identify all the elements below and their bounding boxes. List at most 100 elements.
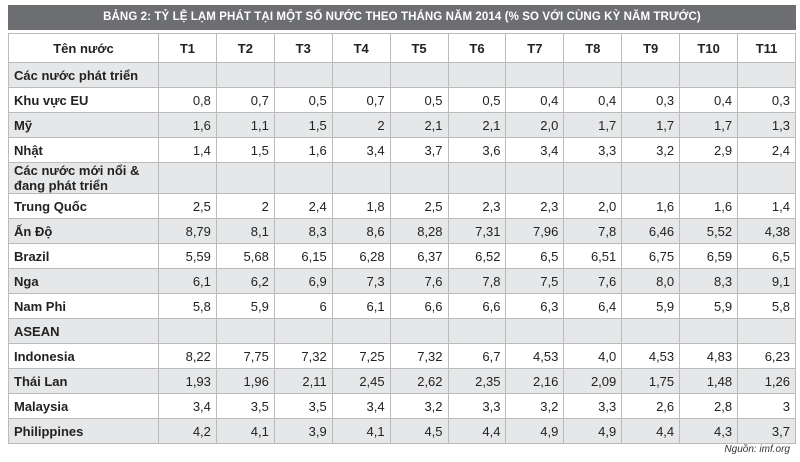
value-cell: 8,22 <box>158 343 217 369</box>
value-cell: 3,7 <box>389 137 449 163</box>
value-cell: 9,1 <box>737 268 796 294</box>
value-cell: 3,4 <box>331 393 391 419</box>
value-cell: 2,8 <box>679 393 739 419</box>
value-cell: 4,5 <box>389 418 449 444</box>
value-cell: 7,32 <box>389 343 449 369</box>
value-cell: 5,9 <box>621 293 681 319</box>
value-cell: 4,1 <box>331 418 391 444</box>
value-cell: 6,59 <box>679 243 739 269</box>
column-header: T5 <box>389 33 449 63</box>
value-cell: 7,3 <box>331 268 391 294</box>
value-cell: 3,2 <box>621 137 681 163</box>
value-cell: 3,5 <box>215 393 275 419</box>
value-cell: 6,5 <box>505 243 565 269</box>
value-cell: 5,8 <box>737 293 796 319</box>
section-label: Các nước phát triển <box>8 62 159 88</box>
country-name: Nhật <box>8 137 159 163</box>
value-cell: 6,1 <box>331 293 391 319</box>
empty-cell <box>331 162 391 194</box>
value-cell: 2,1 <box>447 112 507 138</box>
value-cell: 4,9 <box>563 418 623 444</box>
value-cell: 1,6 <box>679 193 739 219</box>
country-name: Indonesia <box>8 343 159 369</box>
country-name: Philippines <box>8 418 159 444</box>
empty-cell <box>679 318 739 344</box>
value-cell: 2,16 <box>505 368 565 394</box>
value-cell: 1,75 <box>621 368 681 394</box>
value-cell: 5,9 <box>679 293 739 319</box>
value-cell: 3,5 <box>273 393 333 419</box>
data-row: Brazil 5,59 5,68 6,15 6,28 6,37 6,52 6,5 6,51 6,7… <box>8 243 796 269</box>
empty-cell <box>621 62 681 88</box>
value-cell: 2,3 <box>447 193 507 219</box>
empty-cell <box>215 162 275 194</box>
column-header: T9 <box>621 33 681 63</box>
value-cell: 6,5 <box>737 243 796 269</box>
value-cell: 2,4 <box>273 193 333 219</box>
value-cell: 4,9 <box>505 418 565 444</box>
data-row: Trung Quốc 2,5 2 2,4 1,8 2,5 2,3 2,3 2,0 1,6 1,6 1,… <box>8 193 796 219</box>
country-name: Khu vực EU <box>8 87 159 113</box>
empty-cell <box>679 162 739 194</box>
column-header: T2 <box>215 33 275 63</box>
value-cell: 2 <box>215 193 275 219</box>
empty-cell <box>389 62 449 88</box>
value-cell: 7,75 <box>215 343 275 369</box>
value-cell: 0,4 <box>563 87 623 113</box>
empty-cell <box>389 162 449 194</box>
value-cell: 4,4 <box>447 418 507 444</box>
value-cell: 2 <box>331 112 391 138</box>
value-cell: 3,6 <box>447 137 507 163</box>
empty-cell <box>158 162 217 194</box>
column-header: Tên nước <box>8 33 159 63</box>
empty-cell <box>389 318 449 344</box>
country-name: Thái Lan <box>8 368 159 394</box>
value-cell: 8,3 <box>679 268 739 294</box>
data-row: Ấn Độ 8,79 8,1 8,3 8,6 8,28 7,31 7,96 7,8 6,46 5,5… <box>8 218 796 244</box>
value-cell: 6,37 <box>389 243 449 269</box>
value-cell: 7,31 <box>447 218 507 244</box>
value-cell: 2,45 <box>331 368 391 394</box>
empty-cell <box>215 62 275 88</box>
value-cell: 1,1 <box>215 112 275 138</box>
empty-cell <box>215 318 275 344</box>
empty-cell <box>505 318 565 344</box>
value-cell: 6,6 <box>447 293 507 319</box>
value-cell: 2,11 <box>273 368 333 394</box>
value-cell: 1,7 <box>621 112 681 138</box>
empty-cell <box>737 62 796 88</box>
value-cell: 7,8 <box>563 218 623 244</box>
column-header: T10 <box>679 33 739 63</box>
country-name: Brazil <box>8 243 159 269</box>
value-cell: 6,15 <box>273 243 333 269</box>
empty-cell <box>331 318 391 344</box>
empty-cell <box>679 62 739 88</box>
value-cell: 0,5 <box>273 87 333 113</box>
data-row: Thái Lan 1,93 1,96 2,11 2,45 2,62 2,35 2,16 2,09… <box>8 368 796 394</box>
empty-cell <box>505 62 565 88</box>
value-cell: 4,1 <box>215 418 275 444</box>
value-cell: 4,2 <box>158 418 217 444</box>
value-cell: 1,4 <box>737 193 796 219</box>
value-cell: 2,4 <box>737 137 796 163</box>
column-header: T7 <box>505 33 565 63</box>
value-cell: 0,3 <box>621 87 681 113</box>
value-cell: 8,6 <box>331 218 391 244</box>
value-cell: 1,48 <box>679 368 739 394</box>
value-cell: 0,3 <box>737 87 796 113</box>
section-label: ASEAN <box>8 318 159 344</box>
empty-cell <box>447 62 507 88</box>
data-row: Indonesia 8,22 7,75 7,32 7,25 7,32 6,7 4,53 4,0 4… <box>8 343 796 369</box>
country-name: Trung Quốc <box>8 193 159 219</box>
value-cell: 8,1 <box>215 218 275 244</box>
empty-cell <box>737 162 796 194</box>
value-cell: 1,6 <box>621 193 681 219</box>
data-row: Nga 6,1 6,2 6,9 7,3 7,6 7,8 7,5 7,6 8,0 8,3 9,1 <box>8 268 796 294</box>
value-cell: 7,25 <box>331 343 391 369</box>
data-row: Nhật 1,4 1,5 1,6 3,4 3,7 3,6 3,4 3,3 3,2 2,9 2,4 <box>8 137 796 163</box>
value-cell: 6,23 <box>737 343 796 369</box>
country-name: Mỹ <box>8 112 159 138</box>
header-row: Tên nước T1 T2 T3 T4 T5 T6 T7 T8 T9 T10 T11 <box>8 33 796 63</box>
value-cell: 1,4 <box>158 137 217 163</box>
value-cell: 8,0 <box>621 268 681 294</box>
